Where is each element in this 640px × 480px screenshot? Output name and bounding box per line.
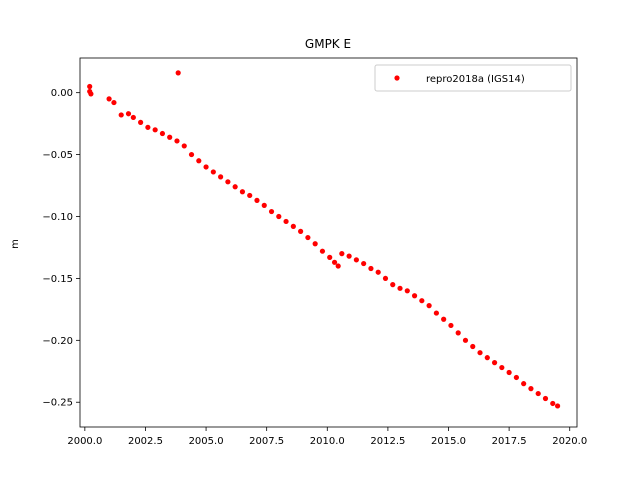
data-point	[506, 369, 512, 376]
data-point	[125, 111, 132, 117]
data-point	[335, 263, 341, 269]
data-point	[433, 310, 439, 316]
data-point	[130, 114, 136, 121]
data-point	[203, 164, 209, 170]
data-point	[87, 83, 93, 90]
legend-marker	[394, 75, 400, 81]
data-point	[550, 400, 556, 407]
data-point	[290, 223, 296, 229]
data-point	[118, 112, 124, 118]
data-point	[145, 124, 151, 130]
y-axis-label: m	[10, 239, 21, 249]
axes: 2000.0 2002.5 2005.0 2007.5 2010.0 2012.5 2015…	[42, 57, 587, 447]
data-point	[225, 179, 231, 185]
data-point	[210, 169, 216, 175]
y-tick-label: −0.20	[42, 336, 73, 347]
data-point	[346, 253, 352, 259]
data-point	[535, 390, 541, 397]
data-point	[491, 360, 498, 366]
x-tick-label: 2017.5	[492, 436, 527, 447]
x-tick-label: 2005.0	[189, 436, 224, 447]
data-point	[521, 381, 527, 387]
x-tick-label: 2012.5	[370, 436, 405, 447]
data-point	[390, 282, 396, 288]
legend-box	[374, 64, 572, 92]
data-point	[555, 403, 561, 409]
data-point	[542, 395, 549, 402]
data-point	[167, 134, 173, 140]
data-point	[152, 127, 158, 133]
data-point	[254, 197, 260, 203]
data-point	[361, 260, 367, 267]
y-tick-label: −0.05	[42, 150, 73, 161]
data-point	[247, 192, 253, 199]
x-tick-label: 2007.5	[249, 436, 284, 447]
x-tick-label: 2000.0	[67, 436, 102, 447]
data-point	[484, 355, 490, 361]
data-point	[419, 298, 425, 304]
data-point	[327, 254, 333, 260]
legend-label: repro2018a (IGS14)	[426, 74, 525, 85]
data-point	[181, 143, 187, 149]
data-point	[353, 257, 359, 263]
data-point	[111, 99, 117, 106]
data-point	[455, 330, 461, 336]
data-point	[368, 265, 374, 272]
data-point	[261, 202, 267, 208]
data-point	[88, 91, 94, 97]
y-tick-label: 0.00	[51, 88, 73, 99]
data-point	[239, 189, 246, 195]
data-point	[331, 259, 338, 265]
data-point	[411, 293, 418, 299]
data-point	[175, 70, 181, 76]
chart-title: GMPK E	[305, 37, 351, 51]
data-point	[404, 288, 410, 294]
data-point	[339, 251, 345, 257]
data-point	[312, 241, 318, 247]
data-point	[375, 269, 381, 275]
data-point	[462, 337, 469, 343]
x-tick-label: 2010.0	[310, 436, 345, 447]
data-point	[218, 174, 224, 180]
legend: repro2018a (IGS14)	[374, 64, 572, 92]
data-point	[513, 374, 519, 381]
y-tick-label: −0.15	[42, 274, 73, 285]
data-point	[499, 364, 505, 371]
data-point	[426, 303, 432, 309]
plot-area	[87, 70, 561, 409]
data-point	[159, 130, 166, 137]
data-point	[448, 322, 454, 329]
data-point	[397, 285, 403, 291]
data-point	[276, 213, 282, 220]
data-point	[188, 151, 195, 158]
data-point	[470, 343, 476, 350]
x-tick-label: 2020.0	[552, 436, 587, 447]
data-point	[196, 158, 202, 164]
data-point	[268, 208, 275, 215]
x-tick-label: 2015.0	[431, 436, 466, 447]
data-point	[174, 138, 180, 144]
axes-frame	[79, 57, 578, 428]
data-point	[441, 316, 447, 322]
data-point	[138, 119, 144, 125]
data-point	[305, 234, 311, 241]
data-point	[528, 386, 534, 392]
data-point	[298, 228, 304, 234]
x-tick-label: 2002.5	[128, 436, 163, 447]
data-point	[232, 184, 238, 190]
data-point	[106, 96, 112, 102]
data-point	[382, 275, 389, 282]
y-tick-label: −0.25	[42, 398, 73, 409]
data-point	[283, 218, 289, 225]
data-point	[477, 350, 483, 356]
data-point	[319, 248, 326, 254]
y-tick-label: −0.10	[42, 212, 73, 223]
